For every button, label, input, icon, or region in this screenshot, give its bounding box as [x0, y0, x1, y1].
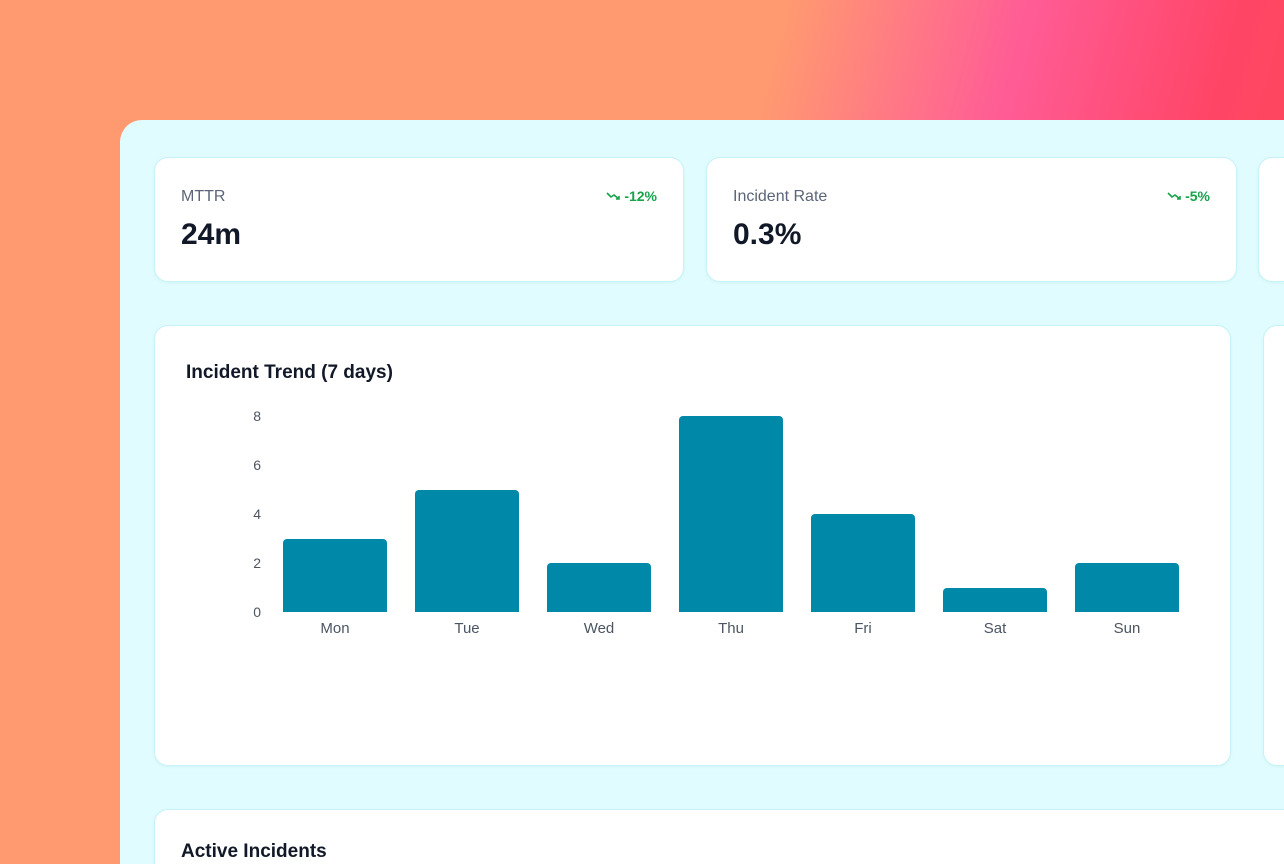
y-tick-label: 2 — [253, 555, 261, 571]
trending-down-icon — [606, 192, 621, 200]
kpi-label: MTTR — [181, 188, 226, 205]
x-tick-label: Wed — [583, 620, 615, 637]
kpi-card-mttr: MTTR 24m -12% — [154, 157, 684, 282]
active-incidents-title: Active Incidents — [181, 841, 327, 862]
x-tick-label: Thu — [718, 620, 744, 637]
x-tick-label: Fri — [854, 620, 872, 637]
kpi-card-incident-rate: Incident Rate 0.3% -5% — [706, 157, 1237, 282]
y-tick-label: 6 — [253, 457, 261, 473]
kpi-delta: -5% — [1167, 188, 1210, 204]
incident-trend-chart: Incident Trend (7 days) 0 2 4 6 8 Mon Tue Wed Th… — [154, 325, 1231, 766]
bar-sun[interactable] — [1075, 563, 1179, 612]
y-tick-label: 8 — [253, 408, 261, 424]
y-tick-label: 0 — [253, 604, 261, 620]
bar-sat[interactable] — [943, 587, 1047, 612]
active-incidents-card: Active Incidents — [154, 809, 1284, 864]
bar-tue[interactable] — [415, 489, 519, 612]
kpi-card-partial — [1258, 157, 1284, 282]
x-tick-label: Sat — [983, 620, 1007, 637]
kpi-label: Incident Rate — [733, 188, 828, 205]
kpi-value: 0.3% — [733, 218, 802, 251]
chart-title: Incident Trend (7 days) — [186, 362, 393, 383]
x-tick-label: Mon — [320, 620, 350, 637]
bar-thu[interactable] — [679, 416, 783, 612]
kpi-value: 24m — [181, 218, 242, 251]
kpi-delta-value: -12% — [624, 188, 657, 204]
x-tick-label: Tue — [454, 620, 480, 637]
side-card-partial — [1263, 325, 1284, 766]
y-tick-label: 4 — [253, 506, 261, 522]
bar-wed[interactable] — [547, 563, 651, 612]
trending-down-icon — [1167, 192, 1181, 200]
bar-mon[interactable] — [283, 538, 387, 612]
x-tick-label: Sun — [1113, 620, 1141, 637]
kpi-delta: -12% — [606, 188, 657, 204]
bar-fri[interactable] — [811, 514, 915, 612]
kpi-delta-value: -5% — [1185, 188, 1210, 204]
